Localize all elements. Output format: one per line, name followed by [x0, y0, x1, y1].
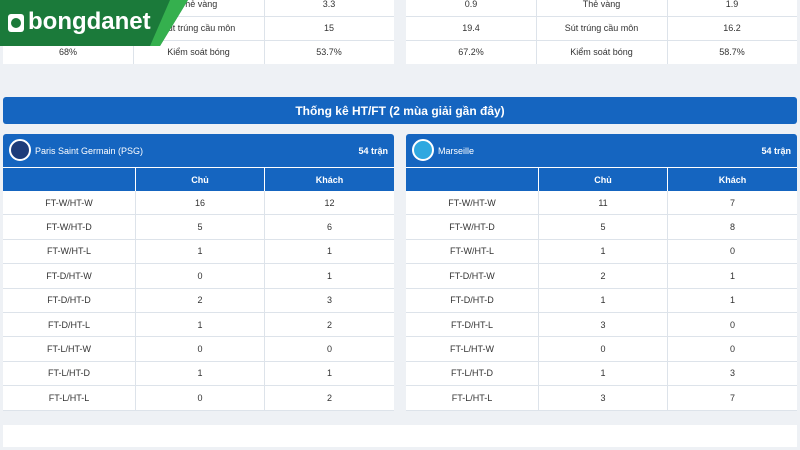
logo[interactable]: bongdanet: [0, 0, 200, 46]
stat-label: Thẻ vàng: [179, 0, 218, 9]
table-value: 16: [135, 191, 264, 216]
row-label: FT-L/HT-L: [3, 386, 135, 411]
stat-label: Kiểm soát bóng: [167, 47, 230, 57]
team-header: [3, 134, 394, 167]
stat-away: 16.2: [723, 23, 741, 33]
row-label: FT-D/HT-L: [3, 313, 135, 338]
table-value: 0: [667, 239, 797, 265]
team-name: Paris Saint Germain (PSG): [35, 145, 144, 156]
table-value: 2: [264, 313, 394, 338]
row-label: FT-D/HT-D: [3, 288, 135, 313]
table-value: 5: [135, 215, 264, 240]
row-label: FT-L/HT-D: [3, 361, 135, 387]
table-value: 1: [135, 313, 264, 338]
row-divider: [406, 16, 797, 17]
table-value: 2: [538, 264, 667, 289]
table-value: 1: [264, 264, 394, 289]
row-label: FT-D/HT-W: [406, 264, 538, 289]
footer-block: [3, 425, 797, 447]
table-value: 1: [538, 239, 667, 265]
row-label: FT-W/HT-W: [406, 191, 538, 216]
table-value: 3: [538, 386, 667, 411]
logo-bg: [0, 0, 188, 46]
row-label: FT-D/HT-W: [3, 264, 135, 289]
team-header: [406, 134, 797, 167]
column-header: Chủ: [538, 167, 667, 191]
row-label: FT-W/HT-L: [3, 239, 135, 265]
table-value: 0: [135, 337, 264, 362]
logo-text: bongdanet: [28, 8, 151, 35]
row-divider: [406, 40, 797, 41]
column-header: [3, 167, 135, 191]
stat-home: 68%: [58, 47, 77, 57]
row-label: FT-W/HT-D: [3, 215, 135, 240]
table-value: 0: [135, 264, 264, 289]
stat-away: 58.7%: [719, 47, 745, 57]
team-name: Marseille: [438, 145, 475, 156]
stat-away: 3.3: [322, 0, 336, 9]
section-title: Thống kê HT/FT (2 mùa giải gần đây): [3, 97, 797, 124]
row-label: FT-W/HT-W: [3, 191, 135, 216]
stat-label: Kiểm soát bóng: [570, 47, 633, 57]
row-divider: [3, 16, 394, 17]
stat-away: 15: [323, 23, 334, 33]
stat-label: Thẻ vàng: [582, 0, 621, 9]
row-label: FT-D/HT-D: [406, 288, 538, 313]
stat-away: 53.7%: [316, 47, 342, 57]
col-divider: [536, 0, 537, 64]
table-value: 2: [135, 288, 264, 313]
stat-away: 1.9: [725, 0, 739, 9]
table-value: 3: [264, 288, 394, 313]
table-value: 1: [538, 288, 667, 313]
table-value: 1: [135, 239, 264, 265]
stat-home: 19.4: [462, 23, 480, 33]
row-label: FT-W/HT-D: [406, 215, 538, 240]
row-divider: [3, 40, 394, 41]
table-value: 7: [667, 386, 797, 411]
table-value: 0: [538, 337, 667, 362]
table-value: 2: [264, 386, 394, 411]
team-matches: 54 trận: [761, 145, 791, 156]
table-value: 6: [264, 215, 394, 240]
table-value: 1: [667, 288, 797, 313]
row-label: FT-D/HT-L: [406, 313, 538, 338]
row-label: FT-L/HT-W: [3, 337, 135, 362]
table-value: 12: [264, 191, 394, 216]
column-header: Khách: [667, 167, 797, 191]
table-value: 11: [538, 191, 667, 216]
col-divider: [667, 0, 668, 64]
table-value: 0: [667, 313, 797, 338]
table-value: 0: [264, 337, 394, 362]
table-value: 1: [135, 361, 264, 387]
table-value: 0: [135, 386, 264, 411]
col-divider: [264, 0, 265, 64]
row-label: FT-L/HT-L: [406, 386, 538, 411]
column-header: [406, 167, 538, 191]
table-value: 1: [538, 361, 667, 387]
table-value: 3: [667, 361, 797, 387]
team-logo: [412, 139, 434, 161]
table-value: 1: [667, 264, 797, 289]
table-value: 5: [538, 215, 667, 240]
table-value: 3: [538, 313, 667, 338]
stats-right: [406, 0, 797, 64]
table-value: 7: [667, 191, 797, 216]
column-header: Chủ: [135, 167, 264, 191]
team-matches: 54 trận: [358, 145, 388, 156]
stat-home: 0.9: [464, 0, 478, 9]
table-value: 0: [667, 337, 797, 362]
row-label: FT-L/HT-D: [406, 361, 538, 387]
row-label: FT-W/HT-L: [406, 239, 538, 265]
table-value: 8: [667, 215, 797, 240]
row-label: FT-L/HT-W: [406, 337, 538, 362]
stat-label: Sút trúng cầu môn: [564, 23, 639, 33]
stat-home: 67.2%: [458, 47, 484, 57]
team-logo: [9, 139, 31, 161]
table-value: 1: [264, 239, 394, 265]
column-header: Khách: [264, 167, 394, 191]
stat-label: Sút trúng cầu môn: [161, 23, 236, 33]
table-value: 1: [264, 361, 394, 387]
